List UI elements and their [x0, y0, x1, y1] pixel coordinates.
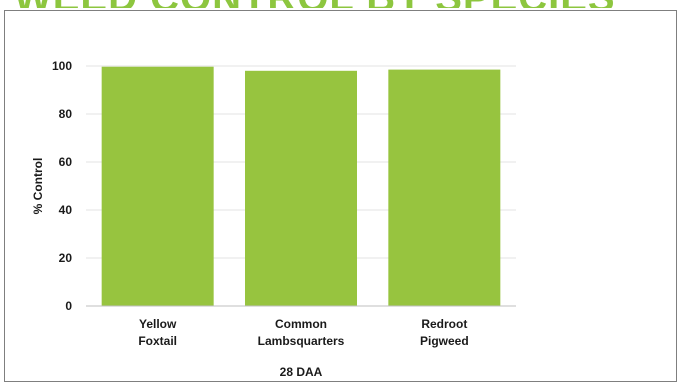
y-tick-label: 60 [59, 155, 73, 169]
y-tick-label: 100 [52, 59, 72, 73]
y-tick-label: 80 [59, 107, 73, 121]
x-tick-label: Yellow [139, 317, 177, 331]
x-tick-label: Common [275, 317, 327, 331]
x-tick-labels: Yellow Foxtail Common Lambsquarters Redroot P… [138, 317, 468, 348]
x-tick-label: Redroot [421, 317, 467, 331]
bars [101, 66, 501, 306]
x-tick-label: Lambsquarters [258, 334, 345, 348]
y-tick-label: 0 [65, 299, 72, 313]
x-tick-label: Foxtail [138, 334, 177, 348]
x-tick-label: Pigweed [420, 334, 469, 348]
banner-title: WEED CONTROL BY SPECIES [14, 0, 616, 8]
bar [101, 66, 214, 306]
y-tick-label: 40 [59, 203, 73, 217]
y-tick-labels: 0 20 40 60 80 100 [52, 59, 72, 313]
bar [388, 69, 501, 306]
y-axis-title: % Control [31, 158, 45, 215]
y-tick-label: 20 [59, 251, 73, 265]
x-axis-title: 28 DAA [280, 365, 323, 379]
chart-banner: WEED CONTROL BY SPECIES [0, 0, 683, 8]
bar [245, 70, 357, 306]
